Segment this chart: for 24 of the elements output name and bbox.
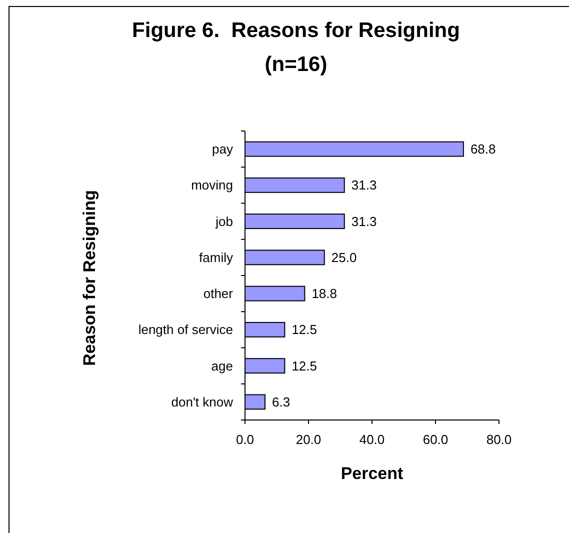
chart-title: Figure 6. Reasons for Resigning (n=16) [132,19,460,76]
x-tick-label: 80.0 [486,432,512,447]
data-label: 25.0 [331,250,357,265]
data-label: 6.3 [272,394,290,410]
x-tick-label: 40.0 [359,432,385,447]
data-label: 68.8 [470,142,496,157]
data-label: 18.8 [312,286,338,302]
x-tick-label: 60.0 [422,432,448,447]
y-tick-label: job [214,214,233,229]
data-label: 12.5 [292,358,317,374]
x-tick-label: 0.0 [236,432,254,447]
y-tick-label: family [199,250,234,265]
y-tick-label: age [211,358,233,374]
y-tick-label: pay [212,142,234,157]
data-label: 31.3 [351,178,377,193]
y-tick-label: moving [191,178,233,193]
y-axis-title: Reason for Resigning [80,190,99,366]
y-tick-label: other [203,286,234,302]
x-tick-label: 20.0 [296,432,322,447]
x-axis-title: Percent [340,464,404,483]
data-label: 12.5 [292,322,317,338]
y-tick-label: length of service [138,322,233,338]
data-label: 31.3 [351,214,377,229]
y-tick-label: don't know [171,394,234,410]
